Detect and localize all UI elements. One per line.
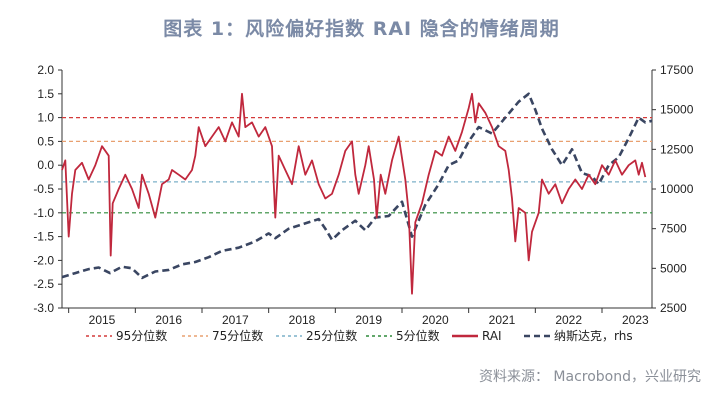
x-tick-label: 2023	[622, 313, 649, 327]
legend-label: 25分位数	[306, 328, 357, 343]
x-tick-label: 2019	[355, 313, 382, 327]
legend-label: RAI	[482, 329, 502, 343]
legend-label: 5分位数	[396, 328, 440, 343]
chart-title: 图表 1：风险偏好指数 RAI 隐含的情绪周期	[163, 18, 560, 40]
source-note: 资料来源： Macrobond，兴业研究	[478, 369, 701, 385]
y-right-tick-label: 5000	[660, 261, 687, 275]
y-right-tick-label: 7500	[660, 222, 687, 236]
x-tick-label: 2018	[289, 313, 316, 327]
y-right-tick-label: 12500	[660, 142, 694, 156]
legend-label: 纳斯达克，rhs	[554, 329, 633, 343]
y-left-tick-label: 1.0	[37, 111, 54, 125]
x-tick-label: 2021	[489, 313, 516, 327]
y-left-tick-label: 0.0	[37, 158, 54, 172]
rai-series-line	[61, 92, 647, 295]
y-left-tick-label: -1.5	[33, 230, 54, 244]
y-left-tick-label: 1.5	[37, 87, 54, 101]
y-right-tick-label: 10000	[660, 182, 694, 196]
y-right-tick-label: 15000	[660, 103, 694, 117]
y-left-tick-label: -0.5	[33, 182, 54, 196]
x-tick-label: 2017	[222, 313, 249, 327]
y-left-tick-label: -3.0	[33, 301, 54, 315]
nasdaq-series-line	[61, 92, 653, 280]
x-tick-label: 2020	[422, 313, 449, 327]
x-tick-label: 2015	[89, 313, 116, 327]
x-tick-label: 2022	[555, 313, 582, 327]
y-left-tick-label: -2.0	[33, 253, 54, 267]
y-right-tick-label: 17500	[660, 63, 694, 77]
y-right-tick-label: 2500	[660, 301, 687, 315]
y-left-tick-label: 0.5	[37, 134, 54, 148]
y-left-tick-label: 2.0	[37, 63, 54, 77]
y-left-tick-label: -1.0	[33, 206, 54, 220]
legend-label: 95分位数	[116, 328, 167, 343]
x-tick-label: 2016	[155, 313, 182, 327]
y-left-tick-label: -2.5	[33, 277, 54, 291]
legend-label: 75分位数	[212, 328, 263, 343]
